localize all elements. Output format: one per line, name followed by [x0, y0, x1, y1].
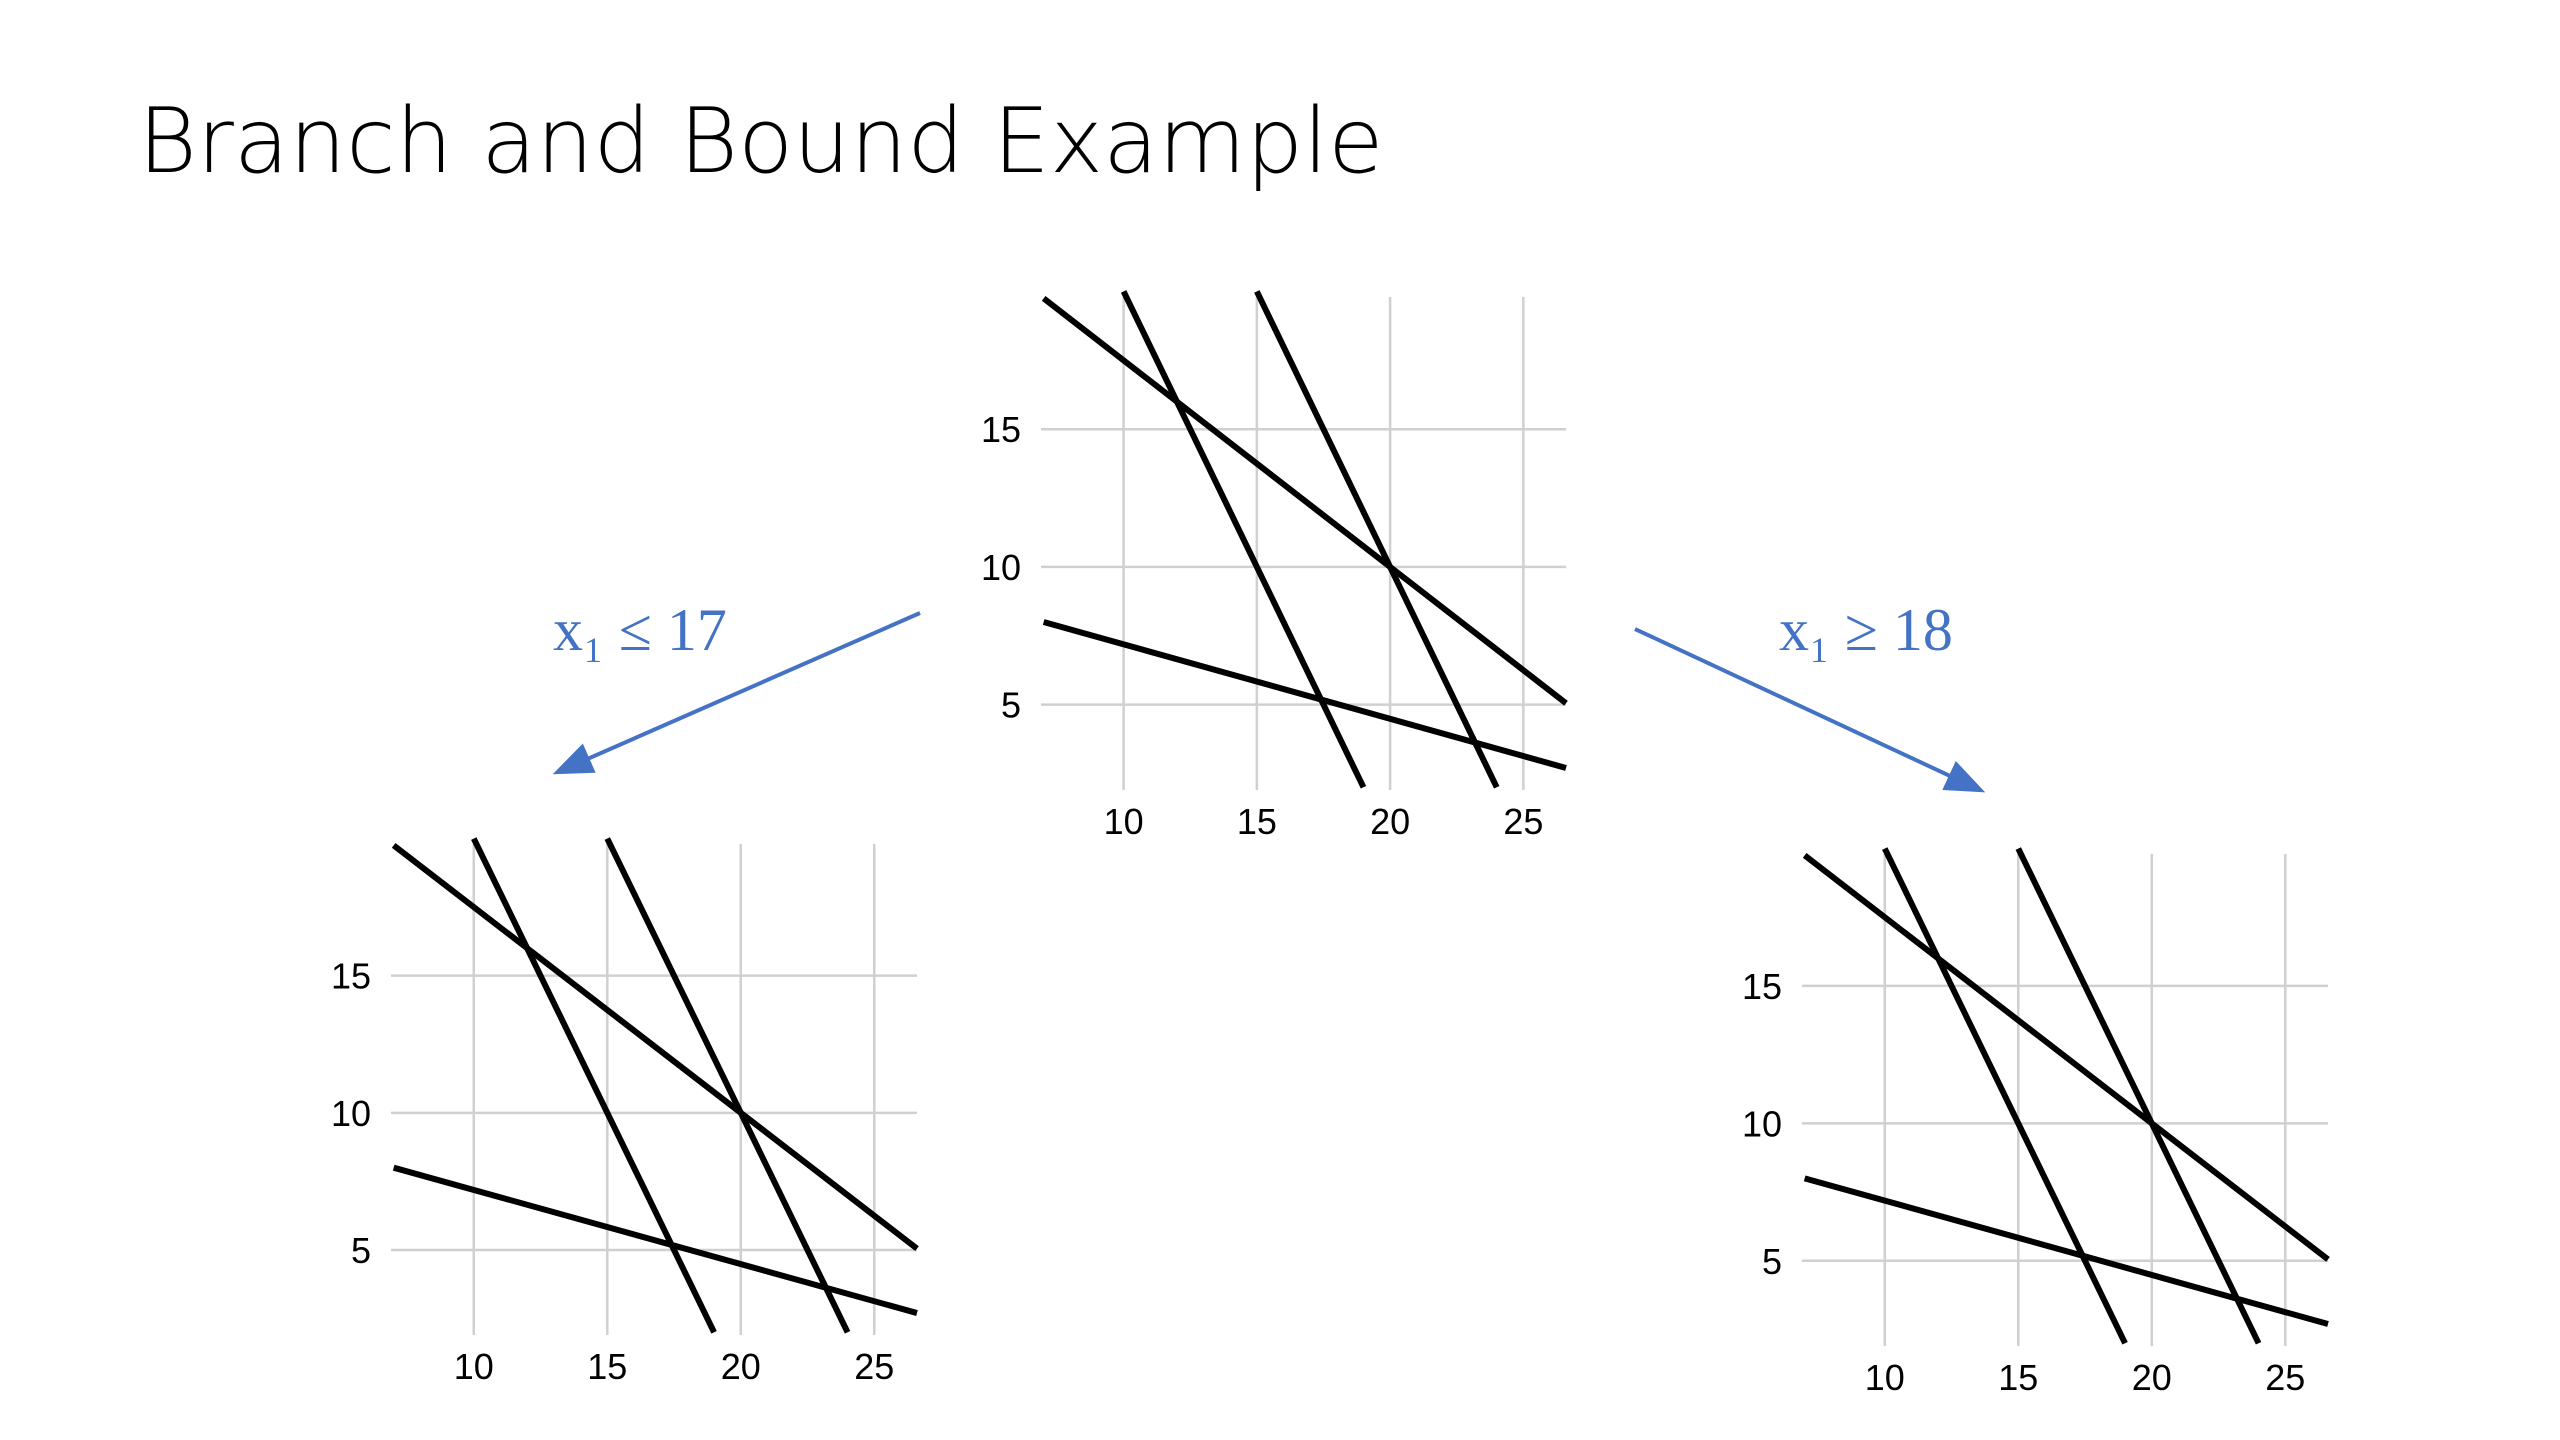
branch-arrow	[552, 611, 921, 775]
branch-label: x₁ ≤ 17	[553, 597, 727, 663]
x-tick-label: 10	[1104, 801, 1144, 842]
x-tick-label: 20	[2132, 1357, 2172, 1398]
y-tick-label: 5	[1762, 1241, 1782, 1282]
y-tick-label: 5	[1001, 685, 1021, 726]
x-tick-label: 25	[854, 1346, 894, 1387]
data-line	[1802, 852, 2330, 1262]
y-tick-label: 15	[331, 956, 371, 997]
branch-label: x₁ ≥ 18	[1779, 597, 1953, 663]
data-line	[1120, 290, 1367, 789]
data-line	[604, 837, 851, 1334]
x-tick-label: 10	[1865, 1357, 1905, 1398]
y-tick-label: 5	[351, 1230, 371, 1271]
y-tick-label: 10	[1742, 1103, 1782, 1144]
data-line	[1041, 296, 1568, 706]
y-tick-label: 10	[331, 1093, 371, 1134]
x-tick-label: 20	[1370, 801, 1410, 842]
x-tick-label: 10	[454, 1346, 494, 1387]
y-tick-label: 10	[981, 547, 1021, 588]
x-tick-label: 15	[1998, 1357, 2038, 1398]
slide-title: Branch and Bound Example	[138, 89, 1383, 194]
x-tick-label: 25	[1503, 801, 1543, 842]
x-tick-label: 15	[587, 1346, 627, 1387]
x-tick-label: 25	[2265, 1357, 2305, 1398]
x-tick-label: 15	[1237, 801, 1277, 842]
y-tick-label: 15	[981, 409, 1021, 450]
data-line	[1803, 1175, 2329, 1327]
branch-arrow	[1634, 627, 1986, 793]
data-line	[391, 842, 919, 1251]
data-line	[1254, 290, 1500, 789]
y-tick-label: 15	[1742, 966, 1782, 1007]
data-line	[392, 1164, 918, 1316]
data-line	[1882, 847, 2128, 1345]
data-line	[471, 837, 717, 1334]
x-tick-label: 20	[721, 1346, 761, 1387]
data-line	[1042, 619, 1567, 771]
data-line	[2015, 847, 2262, 1345]
